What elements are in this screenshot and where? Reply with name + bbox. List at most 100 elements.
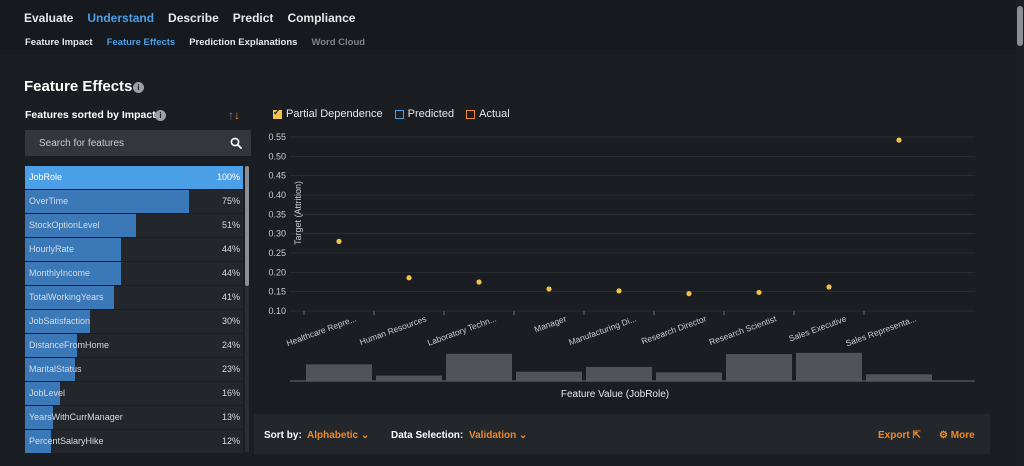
impact-bar: [25, 190, 189, 213]
feature-name: PercentSalaryHike: [29, 436, 104, 446]
feature-row[interactable]: MaritalStatus 23%: [25, 358, 243, 381]
feature-impact-percent: 23%: [221, 364, 240, 374]
x-tick-label: Manufacturing Di...: [567, 313, 637, 347]
subtab-word-cloud[interactable]: Word Cloud: [311, 37, 366, 48]
y-tick-label: 0.50: [268, 151, 286, 161]
bottom-toolbar: Sort by: Alphabetic ⌄ Data Selection: Va…: [254, 414, 990, 454]
chevron-down-icon: ⌄: [519, 430, 528, 441]
impact-bar: [25, 214, 136, 237]
y-tick-label: 0.35: [268, 209, 286, 219]
feature-row[interactable]: JobRole 100%: [25, 166, 243, 189]
search-icon[interactable]: [230, 137, 242, 149]
feature-name: JobRole: [29, 172, 63, 182]
x-tick-label: Laboratory Techn...: [426, 313, 498, 347]
feature-name: DistanceFromHome: [29, 340, 110, 350]
feature-list-scrollbar[interactable]: [245, 166, 249, 452]
x-tick-label: Sales Representa...: [844, 313, 918, 348]
feature-row[interactable]: YearsWithCurrManager 13%: [25, 406, 243, 429]
feature-name: YearsWithCurrManager: [29, 412, 123, 422]
sort-ascending-icon[interactable]: ↑: [228, 108, 234, 122]
partial-dependence-point: [756, 289, 762, 296]
feature-row[interactable]: HourlyRate 44%: [25, 238, 243, 261]
feature-row[interactable]: PercentSalaryHike 12%: [25, 430, 243, 453]
tab-compliance[interactable]: Compliance: [287, 11, 356, 25]
export-icon: ⇱: [912, 430, 921, 441]
legend-actual[interactable]: Actual: [466, 108, 510, 120]
x-axis-label: Feature Value (JobRole): [561, 389, 669, 400]
page-scrollbar[interactable]: [1016, 0, 1024, 466]
feature-name: MaritalStatus: [29, 364, 82, 374]
features-heading: Features sorted by Impact: [25, 109, 156, 121]
feature-row[interactable]: JobSatisfaction 30%: [25, 310, 243, 333]
feature-impact-percent: 12%: [221, 436, 240, 446]
histogram-bar: [446, 353, 512, 381]
y-tick-label: 0.40: [268, 190, 286, 200]
y-tick-label: 0.20: [268, 267, 286, 277]
histogram-bar: [516, 371, 582, 381]
impact-bar: [25, 238, 121, 261]
feature-row[interactable]: StockOptionLevel 51%: [25, 214, 243, 237]
tab-understand[interactable]: Understand: [87, 11, 155, 25]
feature-name: MonthlyIncome: [29, 268, 91, 278]
feature-row[interactable]: DistanceFromHome 24%: [25, 334, 243, 357]
checkbox-unchecked-icon[interactable]: [394, 109, 404, 119]
impact-bar: [25, 166, 243, 189]
partial-dependence-point: [686, 291, 692, 297]
feature-name: StockOptionLevel: [29, 220, 100, 230]
feature-name: OverTime: [29, 196, 69, 206]
x-tick-label: Manager: [533, 313, 568, 334]
feature-row[interactable]: OverTime 75%: [25, 190, 243, 213]
histogram-bar: [866, 374, 932, 381]
histogram-bar: [796, 352, 862, 381]
subtab-feature-impact[interactable]: Feature Impact: [25, 37, 93, 48]
tab-describe[interactable]: Describe: [168, 11, 219, 25]
feature-row[interactable]: TotalWorkingYears 41%: [25, 286, 243, 309]
page-title: Feature Effects: [24, 78, 133, 95]
histogram-bar: [656, 372, 722, 381]
feature-name: HourlyRate: [29, 244, 75, 254]
sort-by-value: Alphabetic: [307, 430, 359, 441]
feature-impact-percent: 75%: [221, 196, 240, 206]
data-selection-label: Data Selection:: [391, 430, 464, 441]
feature-row[interactable]: MonthlyIncome 44%: [25, 262, 243, 285]
data-selection-value: Validation: [469, 430, 517, 441]
y-tick-label: 0.10: [268, 306, 286, 316]
more-label: More: [950, 430, 975, 441]
feature-name: TotalWorkingYears: [29, 292, 104, 302]
partial-dependence-point: [336, 238, 342, 244]
feature-impact-percent: 13%: [221, 412, 240, 422]
feature-impact-percent: 24%: [221, 340, 240, 350]
export-button[interactable]: Export ⇱: [878, 430, 921, 441]
legend-label: Predicted: [407, 108, 455, 120]
y-axis-label: Target (Attrition): [293, 181, 303, 245]
sort-by-label: Sort by:: [264, 430, 302, 441]
subtab-prediction-explanations[interactable]: Prediction Explanations: [189, 37, 298, 48]
checkbox-checked-icon[interactable]: [273, 107, 282, 119]
tab-predict[interactable]: Predict: [232, 11, 274, 25]
info-icon[interactable]: i: [155, 110, 166, 121]
page-scroll-thumb[interactable]: [1017, 6, 1023, 46]
partial-dependence-point: [476, 279, 482, 285]
checkbox-unchecked-icon[interactable]: [466, 109, 476, 119]
info-icon[interactable]: i: [133, 82, 144, 93]
impact-bar: [25, 334, 77, 357]
feature-list-scroll-thumb[interactable]: [245, 166, 249, 286]
impact-bar: [25, 406, 53, 429]
data-selection-dropdown[interactable]: Validation ⌄: [469, 430, 527, 441]
subtab-feature-effects[interactable]: Feature Effects: [106, 37, 176, 48]
export-label: Export: [878, 430, 910, 441]
sort-toggle[interactable]: ↑↓: [228, 108, 240, 122]
feature-row[interactable]: JobLevel 16%: [25, 382, 243, 405]
legend-predicted[interactable]: Predicted: [394, 108, 455, 120]
partial-dependence-point: [546, 286, 552, 292]
more-button[interactable]: ⚙ More: [939, 430, 975, 441]
legend-partial-dependence[interactable]: Partial Dependence: [273, 107, 383, 120]
search-input[interactable]: [25, 130, 215, 156]
chevron-down-icon: ⌄: [360, 430, 370, 441]
histogram-bar: [306, 364, 372, 381]
sort-by-dropdown[interactable]: Alphabetic ⌄: [307, 430, 369, 441]
partial-dependence-point: [826, 284, 832, 290]
tab-evaluate[interactable]: Evaluate: [24, 11, 74, 25]
sort-descending-icon[interactable]: ↓: [234, 108, 240, 122]
partial-dependence-point: [616, 288, 622, 294]
